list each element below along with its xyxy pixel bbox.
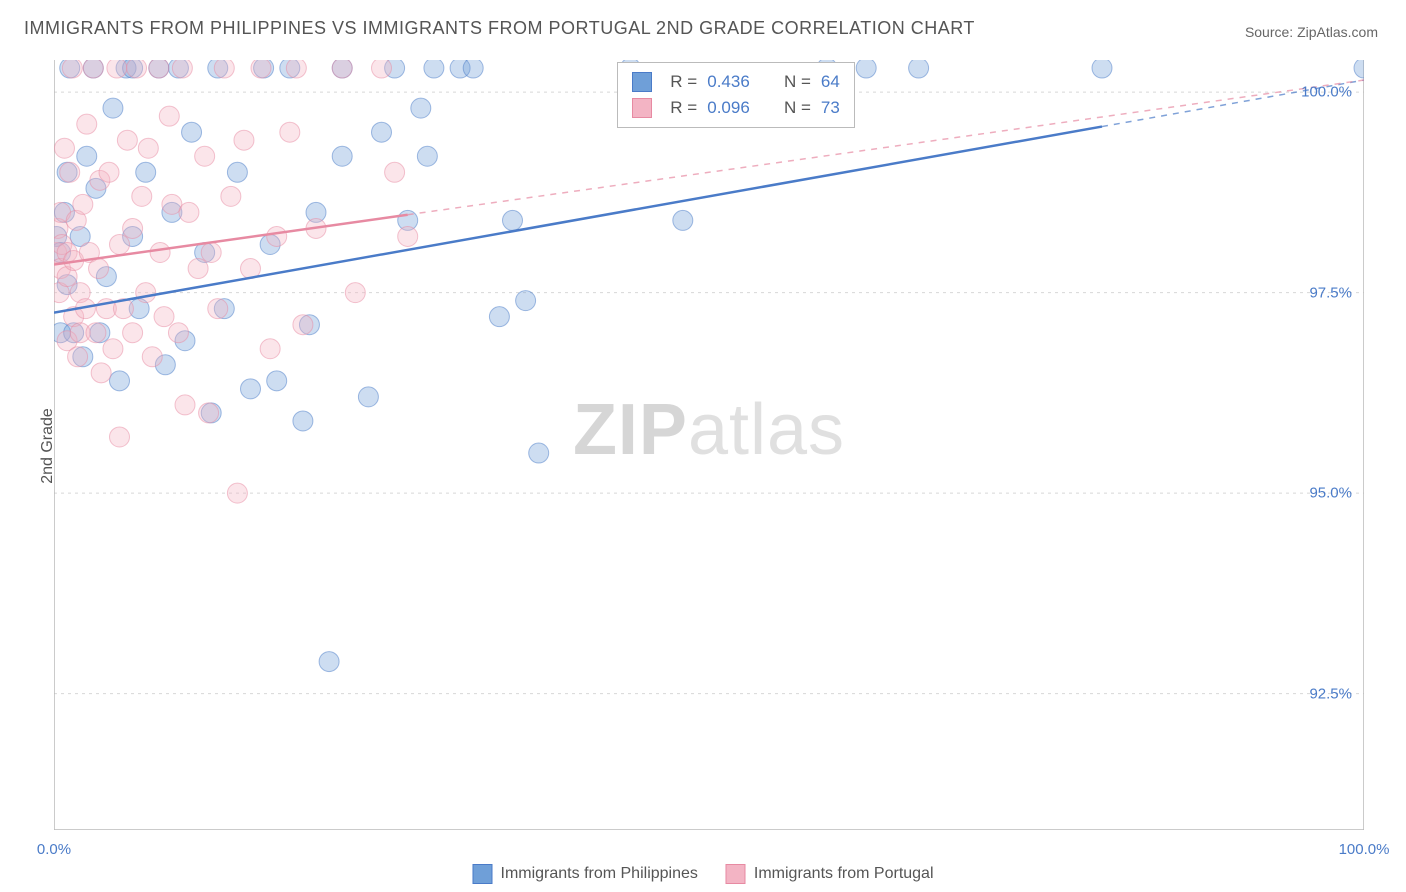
y-tick-label: 95.0%	[1309, 485, 1352, 502]
legend-swatch-icon	[632, 98, 652, 118]
legend-item-portugal: Immigrants from Portugal	[726, 864, 934, 884]
legend-label: Immigrants from Philippines	[500, 865, 697, 883]
x-tick-label: 100.0%	[1339, 841, 1390, 858]
y-tick-label: 97.5%	[1309, 284, 1352, 301]
x-tick-label: 0.0%	[37, 841, 71, 858]
correlation-legend-row: R = 0.436 N = 64	[632, 69, 840, 95]
correlation-legend: R = 0.436 N = 64R = 0.096 N = 73	[617, 62, 855, 128]
legend-swatch-icon	[472, 864, 492, 884]
legend-swatch-icon	[726, 864, 746, 884]
chart-title: IMMIGRANTS FROM PHILIPPINES VS IMMIGRANT…	[24, 18, 975, 39]
plot-area: ZIPatlas R = 0.436 N = 64R = 0.096 N = 7…	[54, 60, 1364, 830]
legend-label: Immigrants from Portugal	[754, 865, 934, 883]
bottom-legend: Immigrants from Philippines Immigrants f…	[472, 864, 933, 884]
y-tick-label: 100.0%	[1301, 84, 1352, 101]
chart-container: IMMIGRANTS FROM PHILIPPINES VS IMMIGRANT…	[0, 0, 1406, 892]
chart-svg	[54, 60, 1364, 830]
correlation-legend-row: R = 0.096 N = 73	[632, 95, 840, 121]
source-label: Source: ZipAtlas.com	[1245, 24, 1378, 40]
y-tick-label: 92.5%	[1309, 685, 1352, 702]
legend-item-philippines: Immigrants from Philippines	[472, 864, 697, 884]
legend-swatch-icon	[632, 72, 652, 92]
